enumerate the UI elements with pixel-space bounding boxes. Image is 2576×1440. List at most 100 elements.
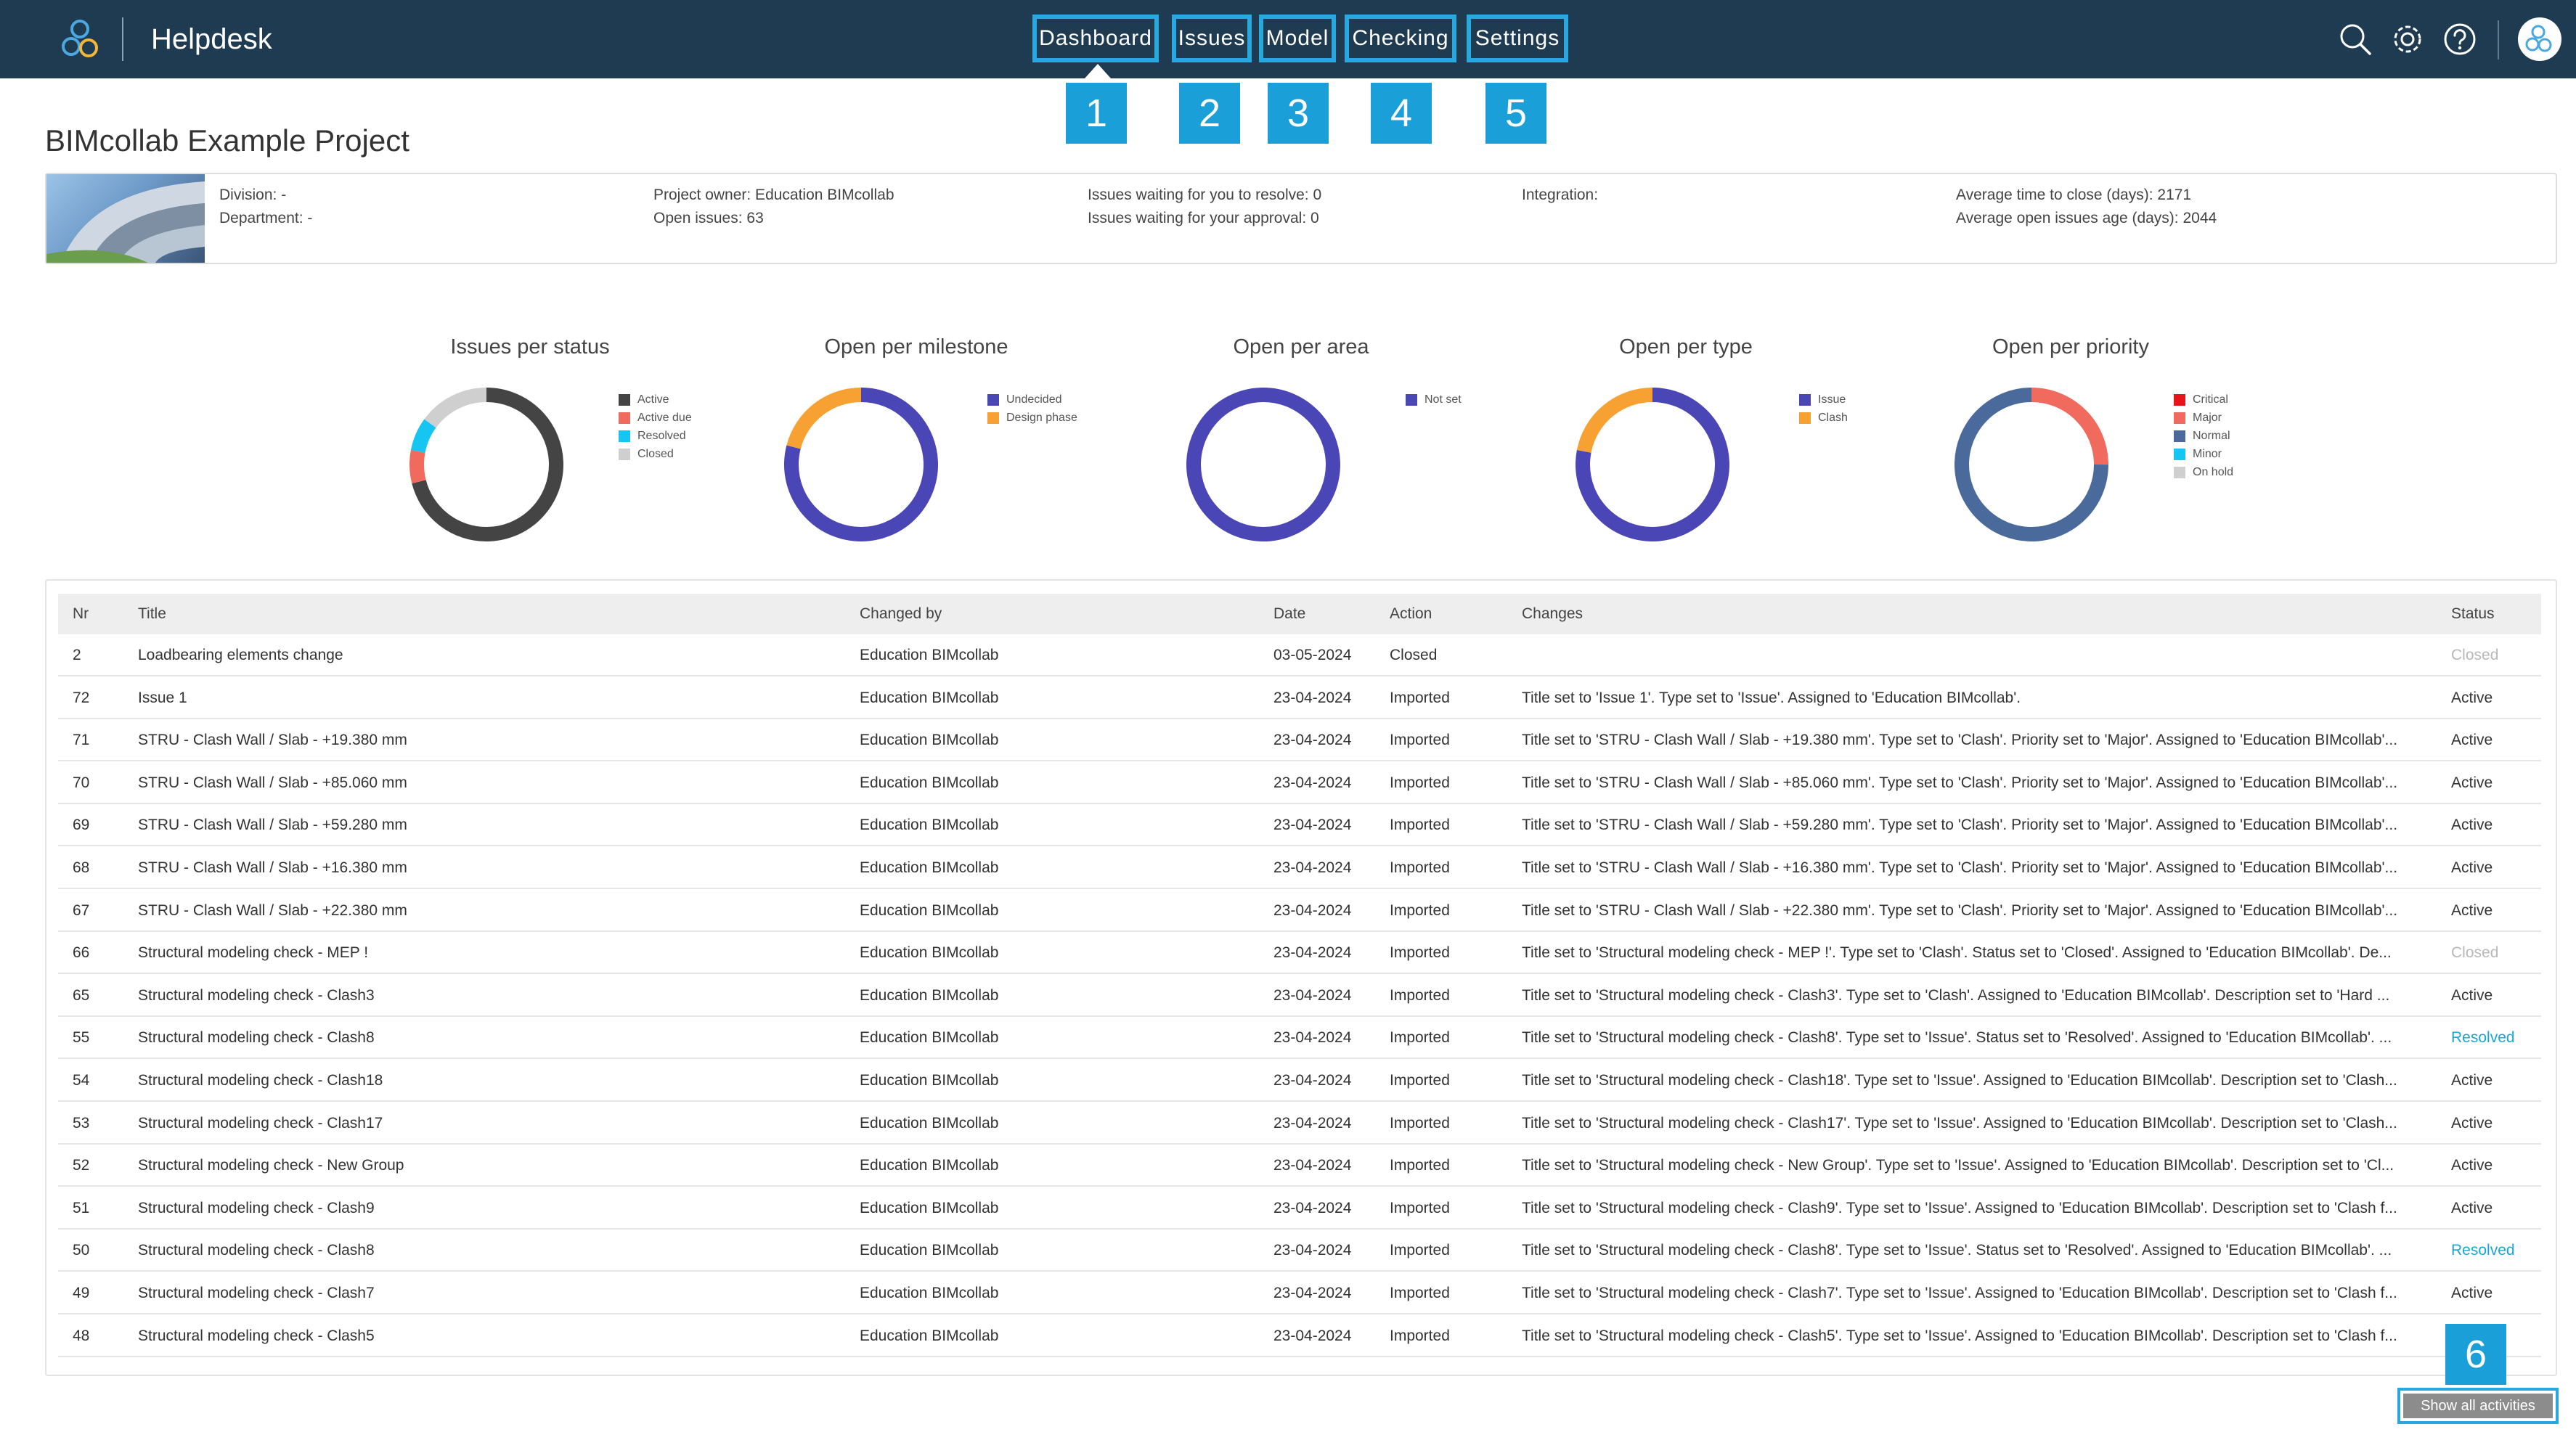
legend-item[interactable]: Clash — [1799, 409, 1848, 427]
legend-swatch — [987, 412, 999, 424]
table-row[interactable]: 65 Structural modeling check - Clash3 Educ… — [58, 975, 2541, 1017]
tab-model[interactable]: Model — [1259, 15, 1336, 62]
callout-5: 5 — [1485, 83, 1546, 144]
column-header-action[interactable]: Action — [1390, 605, 1432, 622]
table-row[interactable]: 67 STRU - Clash Wall / Slab - +22.380 mm E… — [58, 890, 2541, 932]
legend-item[interactable]: Not set — [1406, 390, 1462, 409]
legend-item[interactable]: Closed — [619, 445, 692, 463]
column-header-changed-by[interactable]: Changed by — [860, 605, 942, 622]
cell-title: Structural modeling check - Clash8 — [138, 1029, 375, 1047]
show-all-highlight: Show all activities — [2397, 1388, 2559, 1424]
slice-clash[interactable] — [1576, 388, 1729, 541]
table-row[interactable]: 54 Structural modeling check - Clash18 Edu… — [58, 1060, 2541, 1102]
legend-item[interactable]: Design phase — [987, 409, 1077, 427]
table-row[interactable]: 51 Structural modeling check - Clash9 Educ… — [58, 1187, 2541, 1230]
legend-item[interactable]: Critical — [2174, 390, 2233, 409]
slice-active-due[interactable] — [409, 388, 563, 541]
column-header-date[interactable]: Date — [1273, 605, 1306, 622]
show-all-activities-button[interactable]: Show all activities — [2403, 1394, 2553, 1418]
search-icon[interactable] — [2338, 22, 2373, 57]
donut-chart-issues-per-status[interactable] — [408, 386, 565, 543]
table-row[interactable]: 71 STRU - Clash Wall / Slab - +19.380 mm E… — [58, 719, 2541, 762]
legend-item[interactable]: Resolved — [619, 427, 692, 445]
cell-changes: Title set to 'Structural modeling check … — [1522, 1157, 2394, 1174]
tab-dashboard[interactable]: Dashboard — [1032, 15, 1159, 62]
tab-issues[interactable]: Issues — [1172, 15, 1252, 62]
table-row[interactable]: 69 STRU - Clash Wall / Slab - +59.280 mm E… — [58, 804, 2541, 847]
cell-action: Imported — [1390, 1327, 1450, 1344]
cell-title: Structural modeling check - Clash3 — [138, 986, 375, 1004]
cell-nr: 55 — [73, 1029, 90, 1047]
cell-title: Structural modeling check - Clash8 — [138, 1242, 375, 1259]
tab-settings[interactable]: Settings — [1467, 15, 1568, 62]
legend-label: Resolved — [637, 429, 686, 442]
cell-action: Imported — [1390, 986, 1450, 1004]
cell-changes: Title set to 'Structural modeling check … — [1522, 986, 2390, 1004]
cell-nr: 70 — [73, 774, 90, 791]
donut-chart-open-per-type[interactable] — [1574, 386, 1731, 543]
legend-item[interactable]: Issue — [1799, 390, 1848, 409]
table-row[interactable]: 50 Structural modeling check - Clash8 Educ… — [58, 1230, 2541, 1272]
slice-closed[interactable] — [409, 388, 563, 541]
cell-changes: Title set to 'Structural modeling check … — [1522, 1029, 2392, 1047]
tab-checking[interactable]: Checking — [1345, 15, 1456, 62]
slice-normal[interactable] — [1955, 388, 2108, 541]
table-row[interactable]: 72 Issue 1 Education BIMcollab 23-04-2024 Im… — [58, 677, 2541, 719]
cell-date: 23-04-2024 — [1273, 1072, 1352, 1089]
legend-swatch — [2174, 412, 2185, 424]
legend-item[interactable]: Active — [619, 390, 692, 409]
gear-icon[interactable] — [2390, 22, 2425, 57]
column-header-status[interactable]: Status — [2451, 605, 2495, 622]
callout-4: 4 — [1371, 83, 1432, 144]
legend-item[interactable]: Major — [2174, 409, 2233, 427]
cell-changed-by: Education BIMcollab — [860, 1157, 999, 1174]
table-row[interactable]: 53 Structural modeling check - Clash17 Edu… — [58, 1102, 2541, 1145]
table-row[interactable]: 70 STRU - Clash Wall / Slab - +85.060 mm E… — [58, 762, 2541, 804]
legend-swatch — [2174, 430, 2185, 442]
table-row[interactable]: 48 Structural modeling check - Clash5 Educ… — [58, 1315, 2541, 1357]
table-row[interactable]: 55 Structural modeling check - Clash8 Educ… — [58, 1017, 2541, 1060]
legend-item[interactable]: Undecided — [987, 390, 1077, 409]
cell-date: 23-04-2024 — [1273, 1285, 1352, 1301]
cell-date: 23-04-2024 — [1273, 901, 1352, 919]
table-row[interactable]: 2 Loadbearing elements change Education BI… — [58, 634, 2541, 676]
table-row[interactable]: 49 Structural modeling check - Clash7 Educ… — [58, 1272, 2541, 1314]
cell-changed-by: Education BIMcollab — [860, 1242, 999, 1259]
legend-swatch — [1799, 393, 1811, 406]
legend-item[interactable]: Normal — [2174, 427, 2233, 445]
legend-label: Major — [2193, 411, 2222, 424]
project-owner-text: Project owner: Education BIMcollab — [653, 187, 894, 203]
cell-nr: 66 — [73, 944, 90, 962]
chart-title-open-per-type: Open per type — [1619, 335, 1753, 359]
donut-chart-open-per-priority[interactable] — [1953, 386, 2110, 543]
logo-divider — [122, 17, 123, 61]
table-row[interactable]: 52 Structural modeling check - New Group E… — [58, 1145, 2541, 1187]
donut-chart-open-per-milestone[interactable] — [783, 386, 939, 543]
avatar[interactable] — [2518, 17, 2561, 61]
legend-item[interactable]: Active due — [619, 409, 692, 427]
chart-title-open-per-priority: Open per priority — [1992, 335, 2149, 359]
column-header-nr[interactable]: Nr — [73, 605, 89, 622]
slice-design-phase[interactable] — [784, 388, 938, 541]
cell-date: 23-04-2024 — [1273, 859, 1352, 876]
slice-not-set[interactable] — [1186, 388, 1340, 541]
project-thumbnail[interactable] — [46, 174, 205, 263]
cell-changed-by: Education BIMcollab — [860, 732, 999, 749]
help-icon[interactable] — [2442, 22, 2477, 57]
legend-swatch — [1799, 412, 1811, 424]
column-header-title[interactable]: Title — [138, 605, 166, 622]
cell-title: Structural modeling check - Clash18 — [138, 1072, 383, 1089]
legend-swatch — [2174, 448, 2185, 460]
toolbar-divider — [2498, 20, 2499, 60]
cell-changed-by: Education BIMcollab — [860, 1199, 999, 1216]
donut-chart-open-per-area[interactable] — [1185, 386, 1342, 543]
legend-item[interactable]: Minor — [2174, 445, 2233, 463]
cell-status: Active — [2451, 986, 2493, 1004]
legend-label: Minor — [2193, 447, 2222, 460]
column-header-changes[interactable]: Changes — [1522, 605, 1583, 622]
bimcollab-logo-icon[interactable] — [58, 17, 105, 61]
table-row[interactable]: 68 STRU - Clash Wall / Slab - +16.380 mm E… — [58, 847, 2541, 889]
cell-changes: Title set to 'Structural modeling check … — [1522, 1114, 2397, 1132]
table-row[interactable]: 66 Structural modeling check - MEP ! Educa… — [58, 932, 2541, 975]
legend-item[interactable]: On hold — [2174, 463, 2233, 481]
